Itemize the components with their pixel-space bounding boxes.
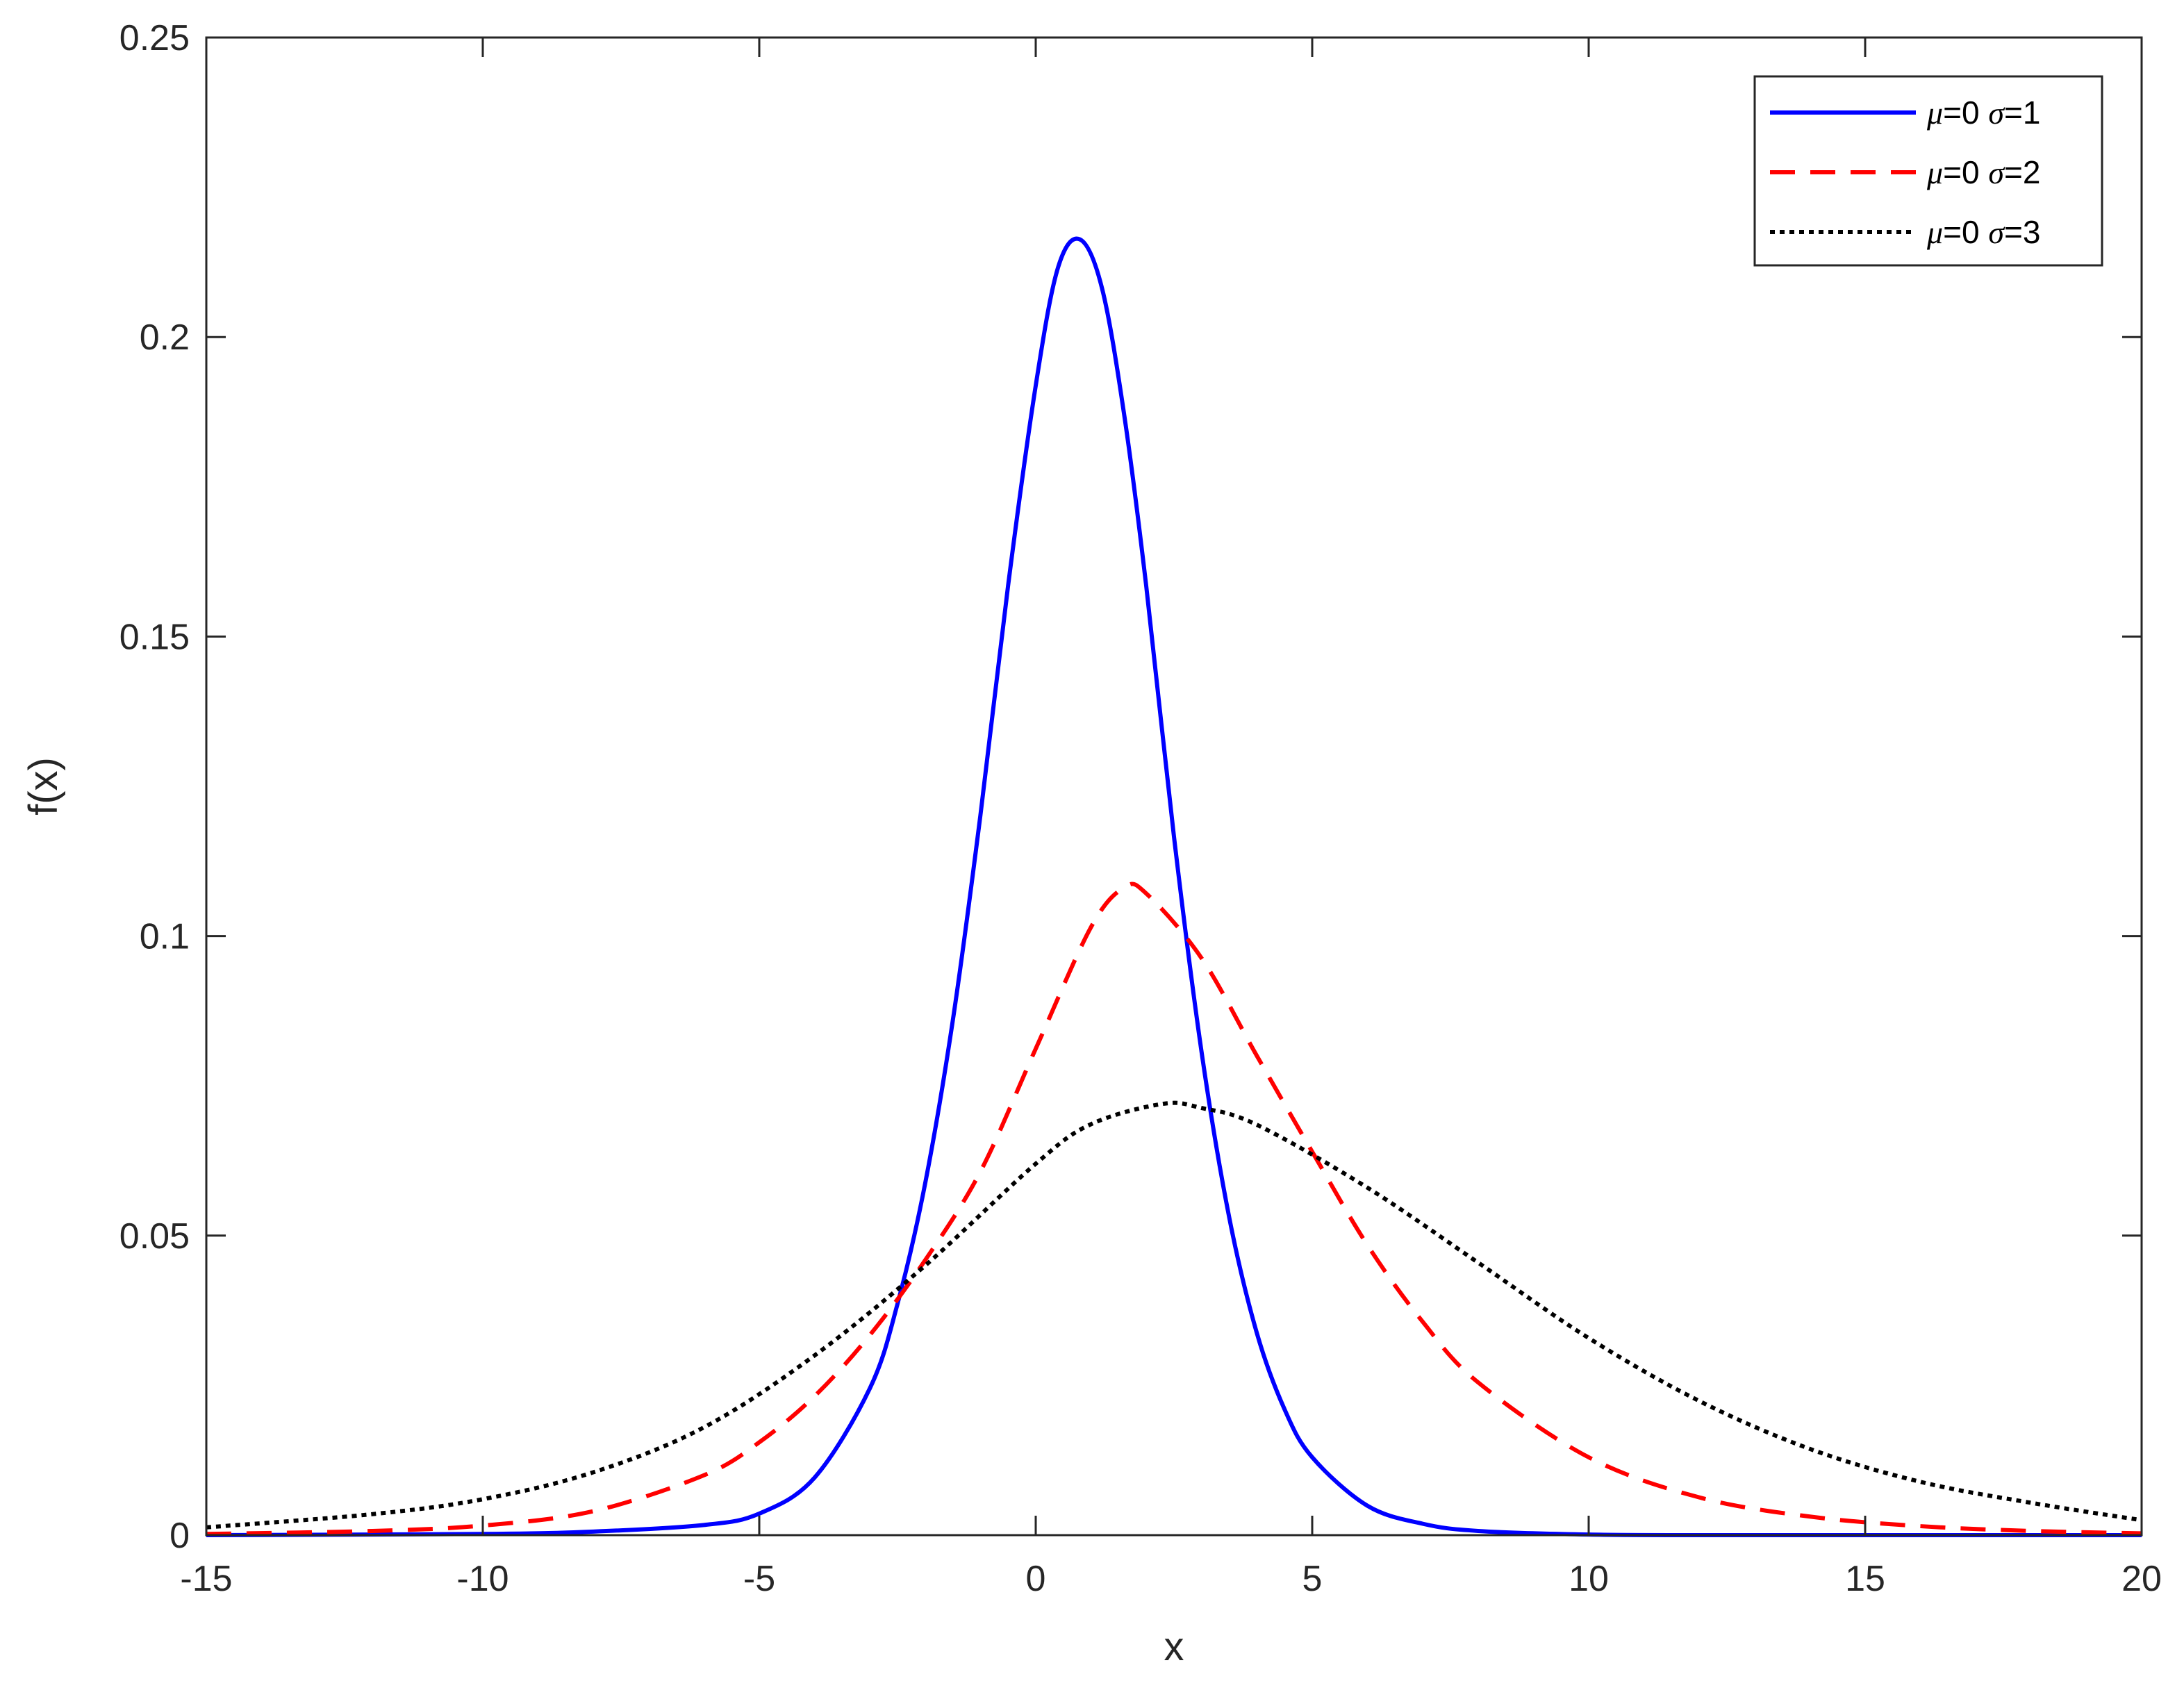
legend-label-part: =0 [1943,154,1988,190]
legend-entries: μ=0 σ=1μ=0 σ=2μ=0 σ=3 [1770,94,2040,250]
series-line-1 [206,236,2142,1538]
legend: μ=0 σ=1μ=0 σ=2μ=0 σ=3 [1753,75,2103,267]
x-tick-label: 15 [1845,1559,1885,1599]
x-tick-label: -15 [180,1559,232,1599]
axes-frame [205,36,2143,1537]
y-tick-label: 0.25 [119,18,190,58]
legend-label-part: σ [1988,95,2005,131]
y-tick-labels: 0 0.05 0.1 0.15 0.2 0.25 [119,18,190,1556]
legend-label-2: μ=0 σ=2 [1926,154,2040,190]
x-tick-label: -10 [456,1559,508,1599]
legend-label-part: μ [1926,155,1943,190]
x-tick-labels: -15 -10 -5 0 5 10 15 20 [180,1559,2162,1599]
x-tick-label: 20 [2121,1559,2162,1599]
y-tick-label: 0 [169,1516,190,1556]
y-tick-label: 0.05 [119,1216,190,1257]
y-tick-label: 0.1 [140,917,190,957]
plot-area [206,38,2142,1535]
series-layer [206,236,2142,1538]
x-tick-label: 5 [1302,1559,1323,1599]
legend-label-part: μ [1926,215,1943,250]
x-tick-label: 0 [1026,1559,1046,1599]
y-tick-label: 0.2 [140,317,190,358]
legend-label-part: =0 [1943,94,1988,131]
series-line-3 [206,1100,2142,1530]
x-tick-label: 10 [1569,1559,1609,1599]
legend-label-part: =2 [2004,154,2040,190]
legend-label-part: μ [1926,95,1943,131]
y-tick-label: 0.15 [119,617,190,657]
legend-label-part: σ [1988,215,2005,250]
series-line-2 [206,881,2142,1537]
legend-label-1: μ=0 σ=1 [1926,94,2040,131]
legend-label-part: σ [1988,155,2005,190]
legend-label-part: =0 [1943,214,1988,250]
x-axis-label: x [1164,1624,1184,1669]
legend-label-part: =1 [2004,94,2040,131]
legend-label-3: μ=0 σ=3 [1926,214,2040,250]
x-tick-label: -5 [743,1559,775,1599]
legend-label-part: =3 [2004,214,2040,250]
y-axis-label: f(x) [21,757,66,816]
